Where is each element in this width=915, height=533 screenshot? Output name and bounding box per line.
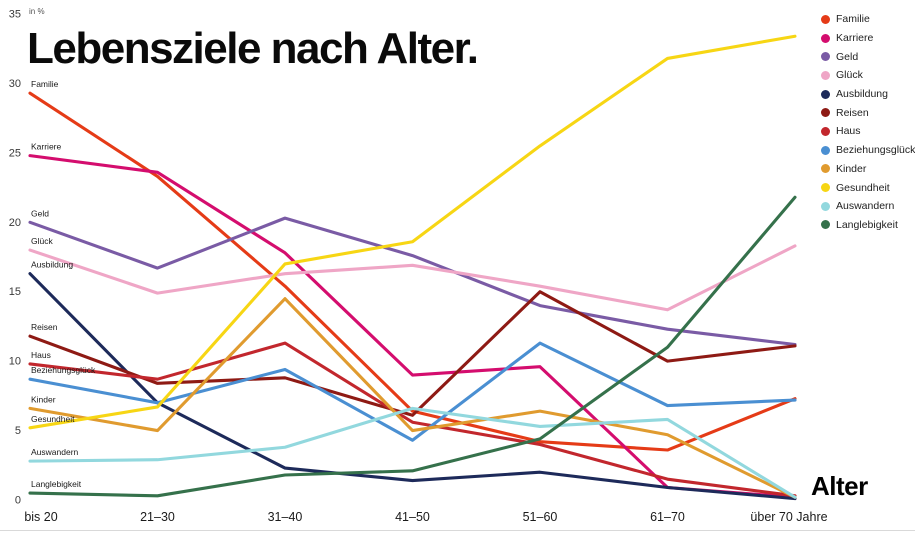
series-line-haus [28, 341, 797, 498]
series-line-gesundheit [28, 34, 797, 430]
legend-dot-familie [821, 14, 830, 24]
legend-label-langlebigkeit: Langlebigkeit [836, 218, 898, 231]
series-start-label-beziehungsgl-ck: Beziehungsglück [31, 365, 96, 375]
y-tick-label-5: 5 [15, 425, 21, 437]
bottom-divider [0, 530, 915, 531]
series-start-label-geld: Geld [31, 208, 49, 218]
legend-item-reisen: Reisen [821, 103, 915, 122]
legend-dot-gesundheit [821, 183, 830, 193]
series-start-label-langlebigkeit: Langlebigkeit [31, 479, 82, 489]
x-axis-title: Alter [811, 471, 868, 501]
legend-label-auswandern: Auswandern [836, 200, 895, 213]
legend-item-beziehungsgl-ck: Beziehungsglück [821, 141, 915, 160]
legend-item-haus: Haus [821, 122, 915, 141]
x-tick-label-51-60: 51–60 [523, 510, 558, 524]
y-tick-label-0: 0 [15, 495, 21, 507]
legend-label-ausbildung: Ausbildung [836, 88, 888, 101]
x-tick-label-31-40: 31–40 [268, 510, 303, 524]
y-axis-unit-label: in % [29, 7, 45, 16]
series-line-beziehungsgl-ck [28, 341, 797, 442]
series-line-ausbildung [28, 272, 797, 501]
y-tick-label-15: 15 [9, 286, 21, 298]
legend-label-kinder: Kinder [836, 162, 867, 175]
legend-dot-kinder [821, 164, 830, 174]
legend: Familie Karriere Geld Glück Ausbildung Reisen… [821, 10, 915, 234]
series-start-label-kinder: Kinder [31, 394, 56, 404]
series-line-gl-ck [28, 244, 797, 312]
legend-item-geld: Geld [821, 47, 915, 66]
series-start-label-auswandern: Auswandern [31, 447, 79, 457]
x-tick-label-21-30: 21–30 [140, 510, 175, 524]
x-tick-label-41-50: 41–50 [395, 510, 430, 524]
legend-label-gl-ck: Glück [836, 69, 863, 82]
series-line-langlebigkeit [28, 195, 797, 498]
legend-label-gesundheit: Gesundheit [836, 181, 890, 194]
series-start-label-reisen: Reisen [31, 322, 58, 332]
series-start-label-karriere: Karriere [31, 142, 62, 152]
y-tick-label-10: 10 [9, 356, 21, 368]
series-start-label-haus: Haus [31, 350, 51, 360]
legend-item-familie: Familie [821, 10, 915, 29]
y-tick-label-35: 35 [9, 9, 21, 21]
legend-dot-ausbildung [821, 89, 830, 99]
legend-dot-auswandern [821, 201, 830, 211]
legend-label-familie: Familie [836, 13, 870, 26]
legend-dot-reisen [821, 108, 830, 118]
series-line-familie [28, 91, 797, 452]
y-tick-label-25: 25 [9, 147, 21, 159]
legend-item-gl-ck: Glück [821, 66, 915, 85]
legend-label-reisen: Reisen [836, 106, 869, 119]
y-tick-label-30: 30 [9, 78, 21, 90]
legend-dot-gl-ck [821, 70, 830, 80]
legend-dot-beziehungsgl-ck [821, 145, 830, 155]
series-start-label-familie: Familie [31, 79, 59, 89]
legend-item-kinder: Kinder [821, 160, 915, 179]
legend-item-ausbildung: Ausbildung [821, 85, 915, 104]
legend-item-auswandern: Auswandern [821, 197, 915, 216]
legend-label-haus: Haus [836, 125, 861, 138]
series-line-auswandern [28, 406, 797, 499]
series-line-reisen [28, 290, 797, 417]
x-tick-label-61-70: 61–70 [650, 510, 685, 524]
legend-dot-geld [821, 52, 830, 62]
x-tick-label-ber-70-jahre: über 70 Jahre [750, 510, 827, 524]
legend-item-karriere: Karriere [821, 29, 915, 48]
x-tick-label-bis-20: bis 20 [24, 510, 57, 524]
legend-label-beziehungsgl-ck: Beziehungsglück [836, 144, 915, 157]
legend-dot-karriere [821, 33, 830, 43]
y-tick-label-20: 20 [9, 217, 21, 229]
series-line-geld [28, 216, 797, 347]
legend-dot-langlebigkeit [821, 220, 830, 230]
chart-title: Lebensziele nach Alter. [27, 24, 479, 73]
legend-item-langlebigkeit: Langlebigkeit [821, 216, 915, 235]
series-start-label-gesundheit: Gesundheit [31, 414, 75, 424]
series-line-kinder [28, 297, 797, 499]
series-start-label-ausbildung: Ausbildung [31, 260, 73, 270]
series-start-label-gl-ck: Glück [31, 236, 53, 246]
legend-dot-haus [821, 126, 830, 136]
legend-item-gesundheit: Gesundheit [821, 178, 915, 197]
legend-label-karriere: Karriere [836, 32, 874, 45]
legend-label-geld: Geld [836, 50, 859, 63]
